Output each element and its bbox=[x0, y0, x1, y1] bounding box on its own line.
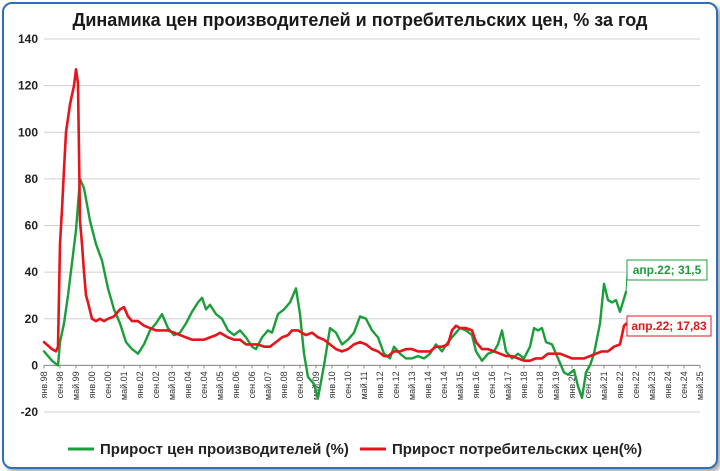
x-tick-label: май.05 bbox=[215, 371, 225, 400]
x-tick-label: янв.98 bbox=[39, 371, 49, 398]
x-tick-label: янв.22 bbox=[615, 371, 625, 398]
x-tick-label: май.09 bbox=[311, 371, 321, 400]
x-tick-label: янв.16 bbox=[471, 371, 481, 398]
x-tick-label: май.99 bbox=[71, 371, 81, 400]
chart-title: Динамика цен производителей и потребител… bbox=[73, 10, 649, 30]
y-tick-label: 80 bbox=[25, 172, 39, 186]
x-tick-label: сен.04 bbox=[199, 371, 209, 398]
annotation-label: апр.22; 17,83 bbox=[631, 319, 707, 333]
x-tick-label: сен.20 bbox=[583, 371, 593, 398]
series-line-consumer bbox=[42, 68, 628, 363]
x-tick-label: янв.12 bbox=[375, 371, 385, 398]
x-tick-label: май.25 bbox=[695, 371, 705, 400]
annotation-box bbox=[626, 315, 712, 337]
annotation-label: апр.22; 31,5 bbox=[633, 263, 702, 277]
x-tick-label: сен.18 bbox=[535, 371, 545, 398]
annotation-box bbox=[626, 259, 708, 281]
y-tick-label: 20 bbox=[25, 312, 39, 326]
y-tick-label: 100 bbox=[18, 125, 38, 139]
x-tick-label: янв.18 bbox=[519, 371, 529, 398]
x-tick-label: сен.10 bbox=[343, 371, 353, 398]
y-tick-label: 60 bbox=[25, 219, 39, 233]
x-tick-label: май.13 bbox=[407, 371, 417, 400]
series-line-producer bbox=[42, 177, 628, 400]
x-tick-label: сен.12 bbox=[391, 371, 401, 398]
x-tick-label: сен.98 bbox=[55, 371, 65, 398]
x-tick-label: сен.24 bbox=[679, 371, 689, 398]
x-tick-label: сен.16 bbox=[487, 371, 497, 398]
x-tick-label: май.11 bbox=[359, 371, 369, 399]
legend-label: Прирост потребительских цен(%) bbox=[392, 441, 642, 458]
y-tick-label: 0 bbox=[31, 358, 38, 372]
x-tick-label: янв.04 bbox=[183, 371, 193, 398]
x-tick-label: май.21 bbox=[599, 371, 609, 400]
x-tick-label: янв.02 bbox=[135, 371, 145, 398]
x-tick-label: сен.02 bbox=[151, 371, 161, 398]
x-tick-label: май.01 bbox=[119, 371, 129, 400]
x-tick-label: янв.20 bbox=[567, 371, 577, 398]
x-tick-label: сен.22 bbox=[631, 371, 641, 398]
legend-label: Прирост цен производителей (%) bbox=[100, 441, 349, 458]
x-tick-label: май.07 bbox=[263, 371, 273, 400]
y-tick-label: 140 bbox=[18, 32, 38, 46]
y-tick-label: 40 bbox=[25, 265, 39, 279]
x-tick-label: май.17 bbox=[503, 371, 513, 400]
x-tick-label: май.23 bbox=[647, 371, 657, 400]
x-tick-label: сен.00 bbox=[103, 371, 113, 398]
x-tick-label: май.03 bbox=[167, 371, 177, 400]
x-tick-label: янв.10 bbox=[327, 371, 337, 398]
x-tick-label: янв.06 bbox=[231, 371, 241, 398]
y-tick-label: -20 bbox=[21, 405, 39, 419]
x-tick-label: янв.00 bbox=[87, 371, 97, 398]
x-tick-label: сен.06 bbox=[247, 371, 257, 398]
x-tick-label: янв.14 bbox=[423, 371, 433, 398]
y-tick-label: 120 bbox=[18, 79, 38, 93]
x-tick-label: май.19 bbox=[551, 371, 561, 400]
x-tick-label: янв.24 bbox=[663, 371, 673, 398]
x-tick-label: сен.08 bbox=[295, 371, 305, 398]
x-tick-label: сен.14 bbox=[439, 371, 449, 398]
x-tick-label: янв.08 bbox=[279, 371, 289, 398]
x-tick-label: май.15 bbox=[455, 371, 465, 400]
